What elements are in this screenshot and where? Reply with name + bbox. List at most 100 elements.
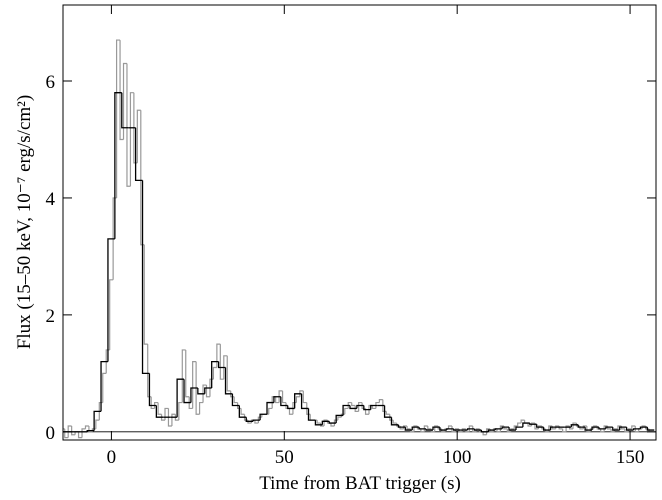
step-bin [570, 424, 579, 428]
step-bin [268, 407, 273, 415]
step-bin [402, 425, 408, 429]
step-bin [390, 417, 399, 426]
step-bin [584, 427, 593, 431]
step-bin [375, 401, 380, 409]
step-bin [192, 361, 197, 409]
step-bin [155, 405, 164, 418]
step-bin [411, 426, 420, 431]
step-bin [71, 425, 76, 436]
step-bin [378, 399, 383, 403]
step-bin [335, 414, 344, 424]
step-bin [612, 427, 620, 431]
step-bin [627, 428, 632, 432]
step-bin [148, 373, 157, 407]
step-bin [134, 127, 143, 182]
step-bin [404, 427, 413, 431]
step-bin [183, 379, 191, 404]
step-bin [216, 343, 221, 368]
step-bin [639, 426, 648, 429]
step-bin [510, 428, 515, 432]
step-bin [434, 425, 439, 432]
step-bin [121, 92, 129, 129]
step-bin [266, 401, 274, 415]
step-bin [217, 361, 226, 369]
step-bin [300, 393, 309, 410]
step-bin [342, 404, 350, 416]
series [63, 92, 655, 433]
step-bin [631, 425, 636, 429]
step-bin [231, 393, 240, 407]
step-bin [625, 427, 634, 431]
y-tick-label: 6 [46, 72, 56, 93]
step-bin [619, 426, 627, 431]
step-bin [259, 413, 268, 421]
step-bin [542, 427, 551, 431]
step-bin [508, 427, 516, 431]
step-bin [634, 425, 639, 433]
step-bin [223, 355, 228, 380]
step-bin [198, 401, 204, 415]
step-bin [646, 427, 655, 431]
series [63, 39, 653, 439]
step-bin [617, 425, 622, 429]
step-bin [439, 427, 447, 431]
step-bin [406, 425, 411, 430]
step-bin [93, 410, 102, 431]
x-tick-label: 100 [443, 447, 472, 468]
step-bin [174, 414, 179, 421]
step-bin [119, 40, 124, 141]
step-bin [475, 428, 480, 432]
step-bin [641, 425, 646, 429]
step-bin [413, 425, 418, 432]
step-bin [205, 385, 210, 398]
step-bin [364, 408, 370, 415]
step-bin [562, 428, 567, 433]
step-bin [307, 408, 316, 421]
step-bin [190, 387, 198, 403]
step-bin [280, 396, 288, 407]
step-bin [487, 429, 496, 432]
step-bin [171, 413, 176, 426]
step-bin [195, 361, 200, 415]
step-bin [425, 428, 433, 431]
step-bin [591, 426, 599, 431]
step-bin [565, 425, 570, 432]
step-bin [383, 405, 392, 418]
step-bin [582, 425, 587, 429]
step-bin [238, 405, 247, 418]
step-bin [534, 423, 539, 430]
step-bin [496, 428, 501, 433]
step-bin [610, 428, 615, 433]
step-bin [212, 366, 217, 380]
step-bin [468, 425, 473, 432]
step-bin [233, 396, 238, 404]
plot-area [63, 39, 656, 439]
step-bin [316, 420, 321, 424]
step-bin [572, 422, 577, 429]
step-bin [157, 402, 162, 415]
step-bin [330, 423, 335, 427]
step-bin [349, 405, 357, 410]
step-bin [344, 407, 349, 415]
step-bin [294, 393, 302, 409]
step-bin [154, 401, 159, 409]
step-bin [513, 425, 518, 429]
step-bin [314, 420, 323, 426]
step-bin [202, 384, 207, 403]
step-bin [321, 420, 330, 425]
step-bin [211, 361, 219, 388]
step-bin [354, 405, 359, 412]
step-bin [461, 428, 466, 432]
x-tick-label: 50 [275, 447, 294, 468]
step-bin [115, 39, 121, 198]
step-bin [320, 423, 325, 427]
step-bin [129, 92, 134, 187]
step-bin [536, 424, 544, 428]
step-bin [245, 417, 254, 422]
step-bin [371, 405, 376, 410]
step-bin [185, 349, 190, 398]
step-bin [632, 428, 641, 431]
step-bin [181, 349, 186, 403]
step-bin [178, 401, 183, 421]
step-bin [506, 428, 511, 433]
